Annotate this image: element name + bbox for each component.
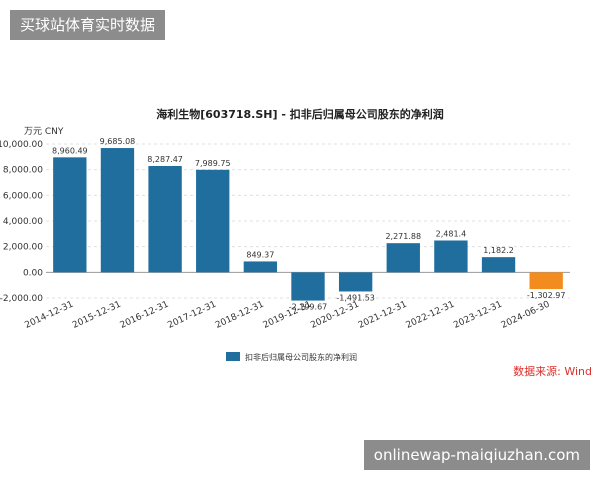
- bottom-banner: onlinewap-maiqiuzhan.com: [363, 440, 590, 470]
- chart-title: 海利生物[603718.SH] - 扣非后归属母公司股东的净利润: [156, 107, 444, 121]
- x-tick-label: 2017-12-31: [166, 300, 218, 331]
- y-tick-label: 6,000.00: [3, 191, 43, 201]
- bar: [100, 148, 135, 273]
- bar: [481, 257, 516, 273]
- y-tick-label: 0.00: [23, 268, 43, 278]
- x-axis: 2014-12-312015-12-312016-12-312017-12-31…: [23, 300, 551, 331]
- bars: [53, 148, 563, 301]
- bar: [148, 165, 182, 273]
- data-labels: 8,960.49 9,685.08 8,287.47 7,989.75 849.37 -2…: [52, 137, 565, 312]
- data-label: 9,685.08: [100, 137, 136, 146]
- source-note: 数据来源: Wind: [513, 365, 592, 378]
- data-label: 8,960.49: [52, 146, 88, 155]
- x-tick-label: 2022-12-31: [405, 300, 457, 331]
- legend-label: 扣非后归属母公司股东的净利润: [245, 352, 357, 362]
- data-label: -1,491.53: [336, 293, 375, 302]
- x-tick-label: 2023-12-31: [452, 300, 504, 331]
- y-tick-label: 8,000.00: [3, 166, 43, 176]
- data-label: -1,302.97: [527, 291, 566, 300]
- y-tick-label: 4,000.00: [3, 217, 43, 227]
- y-tick-label: 10,000.00: [0, 140, 43, 150]
- data-label: 849.37: [246, 250, 274, 259]
- x-tick-label: 2015-12-31: [71, 300, 123, 331]
- data-label: 1,182.2: [483, 246, 514, 255]
- data-label: 2,481.4: [436, 229, 467, 238]
- bar: [338, 272, 373, 292]
- bar: [434, 240, 468, 273]
- bar: [196, 169, 230, 273]
- x-tick-label: 2024-06-30: [500, 300, 552, 331]
- bar: [529, 272, 563, 290]
- y-tick-label: -2,000.00: [0, 294, 43, 304]
- top-banner: 买球站体育实时数据: [10, 10, 166, 40]
- y-tick-label: 2,000.00: [3, 243, 43, 253]
- bar: [243, 261, 278, 273]
- x-tick-label: 2021-12-31: [357, 300, 409, 331]
- x-tick-label: 2019-12-31: [262, 300, 314, 331]
- data-label: -2,199.67: [289, 303, 328, 312]
- bar: [53, 157, 87, 273]
- bar: [386, 243, 420, 273]
- x-tick-label: 2018-12-31: [214, 300, 266, 331]
- data-label: 7,989.75: [195, 159, 231, 168]
- legend-swatch: [226, 352, 240, 361]
- x-tick-label: 2016-12-31: [119, 300, 171, 331]
- y-axis: 10,000.00 8,000.00 6,000.00 4,000.00 2,000.0…: [0, 140, 43, 304]
- unit-label: 万元 CNY: [24, 127, 64, 137]
- bar: [291, 272, 325, 301]
- data-label: 2,271.88: [385, 232, 421, 241]
- x-tick-label: 2014-12-31: [23, 300, 75, 331]
- data-label: 8,287.47: [147, 155, 183, 164]
